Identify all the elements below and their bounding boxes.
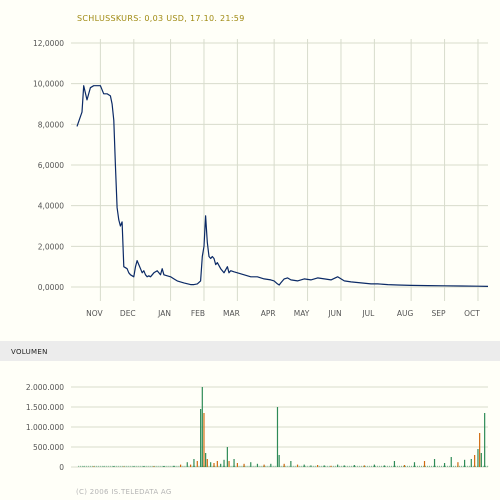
price-line bbox=[76, 85, 489, 287]
price-tick-label: 8,0000 bbox=[38, 120, 64, 129]
volume-tick-label: 500.000 bbox=[33, 443, 64, 452]
volume-tick-label: 1.500.000 bbox=[26, 403, 64, 412]
price-tick-label: 6,0000 bbox=[38, 161, 64, 170]
copyright-notice: (C) 2006 IS.TELEDATA AG bbox=[76, 488, 172, 496]
month-label: MAR bbox=[223, 309, 240, 318]
month-label: NOV bbox=[86, 309, 103, 318]
price-tick-label: 12,0000 bbox=[33, 39, 64, 48]
month-label: APR bbox=[261, 309, 276, 318]
month-label: JUL bbox=[361, 309, 375, 318]
price-tick-label: 4,0000 bbox=[38, 202, 64, 211]
price-tick-label: 2,0000 bbox=[38, 242, 64, 251]
volume-header: VOLUMEN bbox=[0, 341, 500, 361]
month-label: DEC bbox=[120, 309, 136, 318]
month-label: FEB bbox=[191, 309, 205, 318]
month-label: MAY bbox=[294, 309, 310, 318]
month-label: AUG bbox=[397, 309, 414, 318]
month-label: OCT bbox=[464, 309, 480, 318]
price-tick-label: 10,0000 bbox=[33, 80, 64, 89]
price-chart: NOV DEC JAN FEB MAR APR MAY JUN JUL AUG SEP OCT 0,00… bbox=[33, 39, 489, 318]
price-tick-label: 0,0000 bbox=[38, 283, 64, 292]
volume-label: VOLUMEN bbox=[11, 348, 48, 356]
month-label: SEP bbox=[432, 309, 446, 318]
volume-tick-label: 0 bbox=[59, 463, 64, 472]
month-label: JAN bbox=[157, 309, 171, 318]
chart-title: SCHLUSSKURS: 0,03 USD, 17.10. 21:59 bbox=[77, 14, 245, 23]
month-label: JUN bbox=[327, 309, 341, 318]
volume-tick-label: 2.000.000 bbox=[26, 383, 64, 392]
volume-tick-label: 1.000.000 bbox=[26, 423, 64, 432]
